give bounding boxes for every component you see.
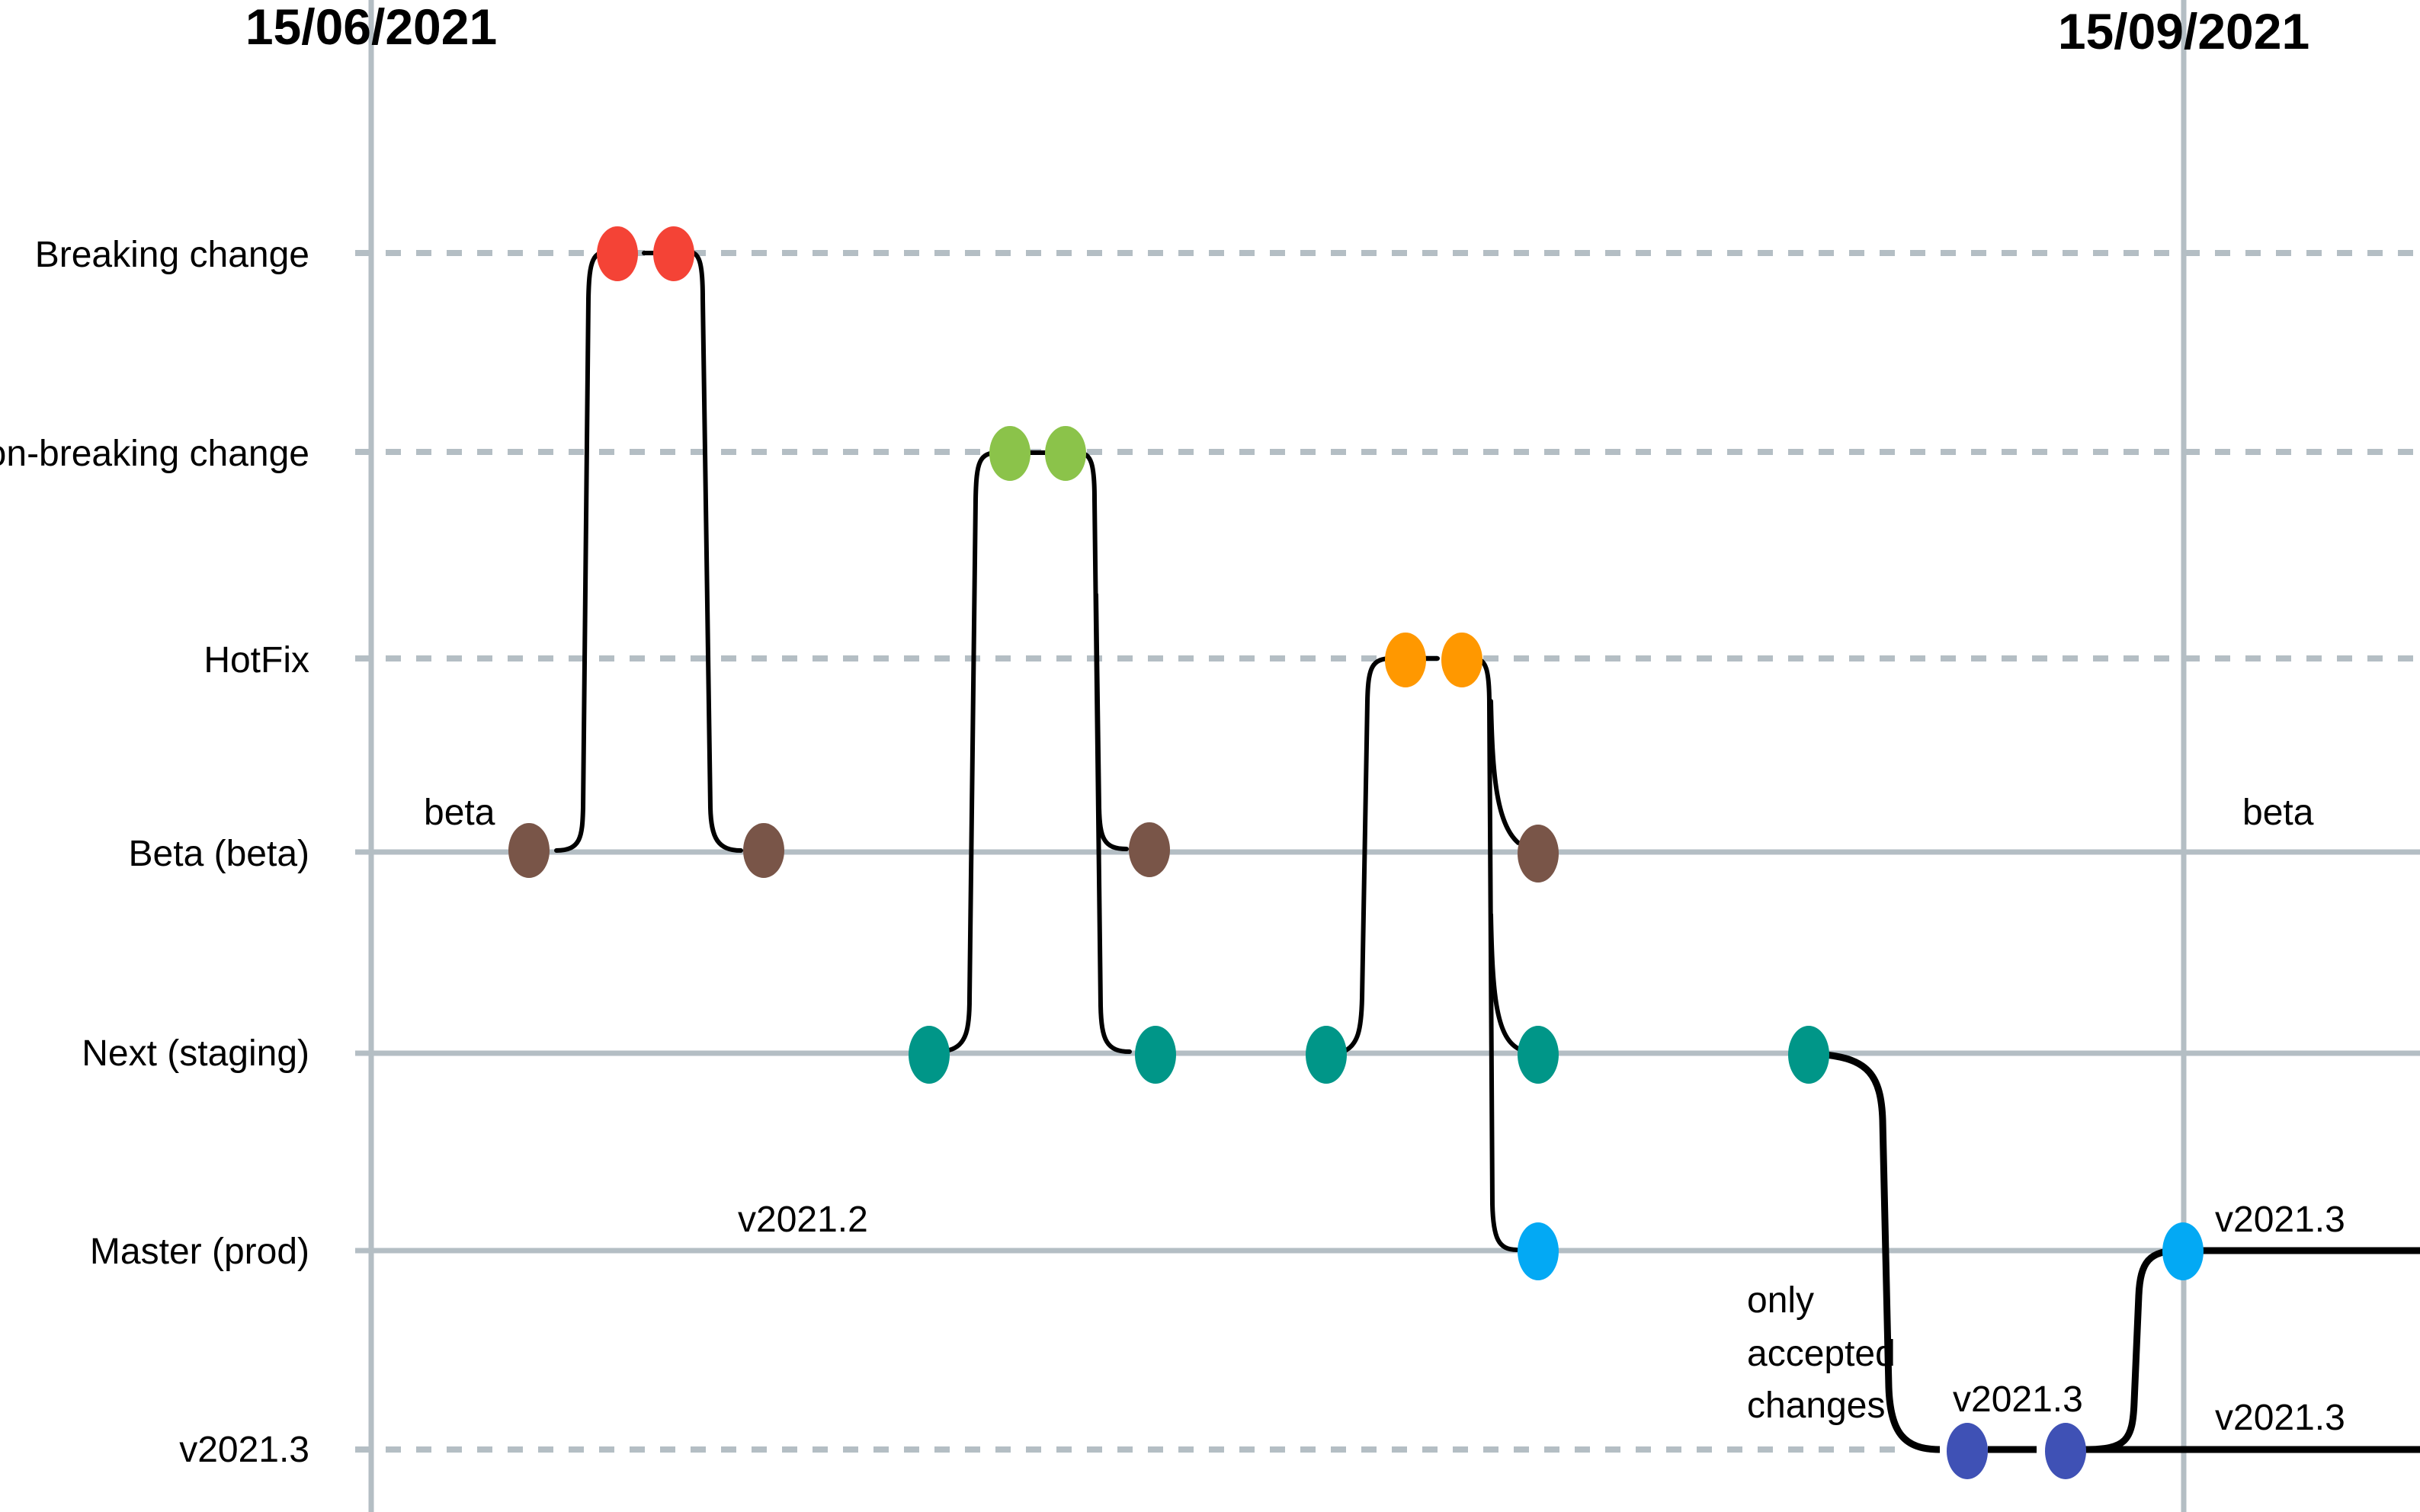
connector-next-to-hotfix — [1341, 656, 1394, 1054]
commit-next-4 — [1518, 1026, 1559, 1084]
lane-label-release: v2021.3 — [179, 1430, 309, 1470]
connector-nonbreaking-to-next — [1076, 450, 1132, 1054]
commit-breaking-1 — [597, 226, 638, 281]
commit-beta-1 — [508, 823, 550, 878]
connector-hotfix-to-next — [1489, 912, 1521, 1051]
only-accepted-line1: only — [1747, 1280, 1814, 1321]
release-merge-tag: v2021.3 — [1953, 1379, 2083, 1420]
commit-nonbreaking-2 — [1045, 426, 1086, 481]
beta-tag-right: beta — [2242, 793, 2314, 833]
connector-nonbreaking-to-beta — [1094, 592, 1129, 851]
commit-nonbreaking-1 — [989, 426, 1031, 481]
lane-label-next: Next (staging) — [82, 1033, 309, 1074]
lane-label-breaking: Breaking change — [35, 235, 309, 275]
beta-tag-left: beta — [424, 793, 495, 833]
lane-label-beta: Beta (beta) — [129, 834, 309, 874]
lane-label-master: Master (prod) — [90, 1232, 309, 1272]
lane-label-nonbreaking: Non-breaking change — [0, 434, 309, 474]
end-date-label: 15/09/2021 — [2058, 3, 2309, 59]
commit-next-1 — [909, 1026, 950, 1084]
commit-next-2 — [1135, 1026, 1176, 1084]
connector-next-to-nonbreaking — [947, 450, 1001, 1052]
commit-release-1 — [1947, 1423, 1988, 1479]
lane-label-hotfix: HotFix — [204, 640, 309, 681]
connector-release-to-master — [2084, 1247, 2181, 1453]
commit-breaking-2 — [653, 226, 694, 281]
connector-breaking-to-beta — [685, 249, 743, 853]
commit-beta-4 — [1518, 825, 1559, 883]
only-accepted-line2: accepted — [1747, 1334, 1896, 1374]
commit-beta-2 — [743, 823, 784, 878]
commit-hotfix-2 — [1441, 633, 1482, 687]
commit-hotfix-1 — [1385, 633, 1426, 687]
connector-hotfix-to-master — [1472, 656, 1519, 1252]
commit-next-5 — [1788, 1026, 1829, 1084]
commit-master-2 — [2162, 1222, 2204, 1280]
only-accepted-line3: changes — [1747, 1385, 1885, 1426]
start-date-label: 15/06/2021 — [245, 0, 497, 55]
master-version-tag: v2021.2 — [738, 1200, 868, 1240]
master-version-tag-right: v2021.3 — [2215, 1200, 2345, 1240]
commit-master-1 — [1518, 1222, 1559, 1280]
commit-beta-3 — [1129, 822, 1170, 877]
commit-next-3 — [1306, 1026, 1347, 1084]
connector-next-to-release — [1825, 1051, 1941, 1453]
connector-beta-to-breaking — [554, 249, 612, 853]
commit-release-2 — [2045, 1423, 2086, 1479]
release-version-tag-right: v2021.3 — [2215, 1398, 2345, 1438]
connector-hotfix-to-beta — [1489, 699, 1521, 845]
